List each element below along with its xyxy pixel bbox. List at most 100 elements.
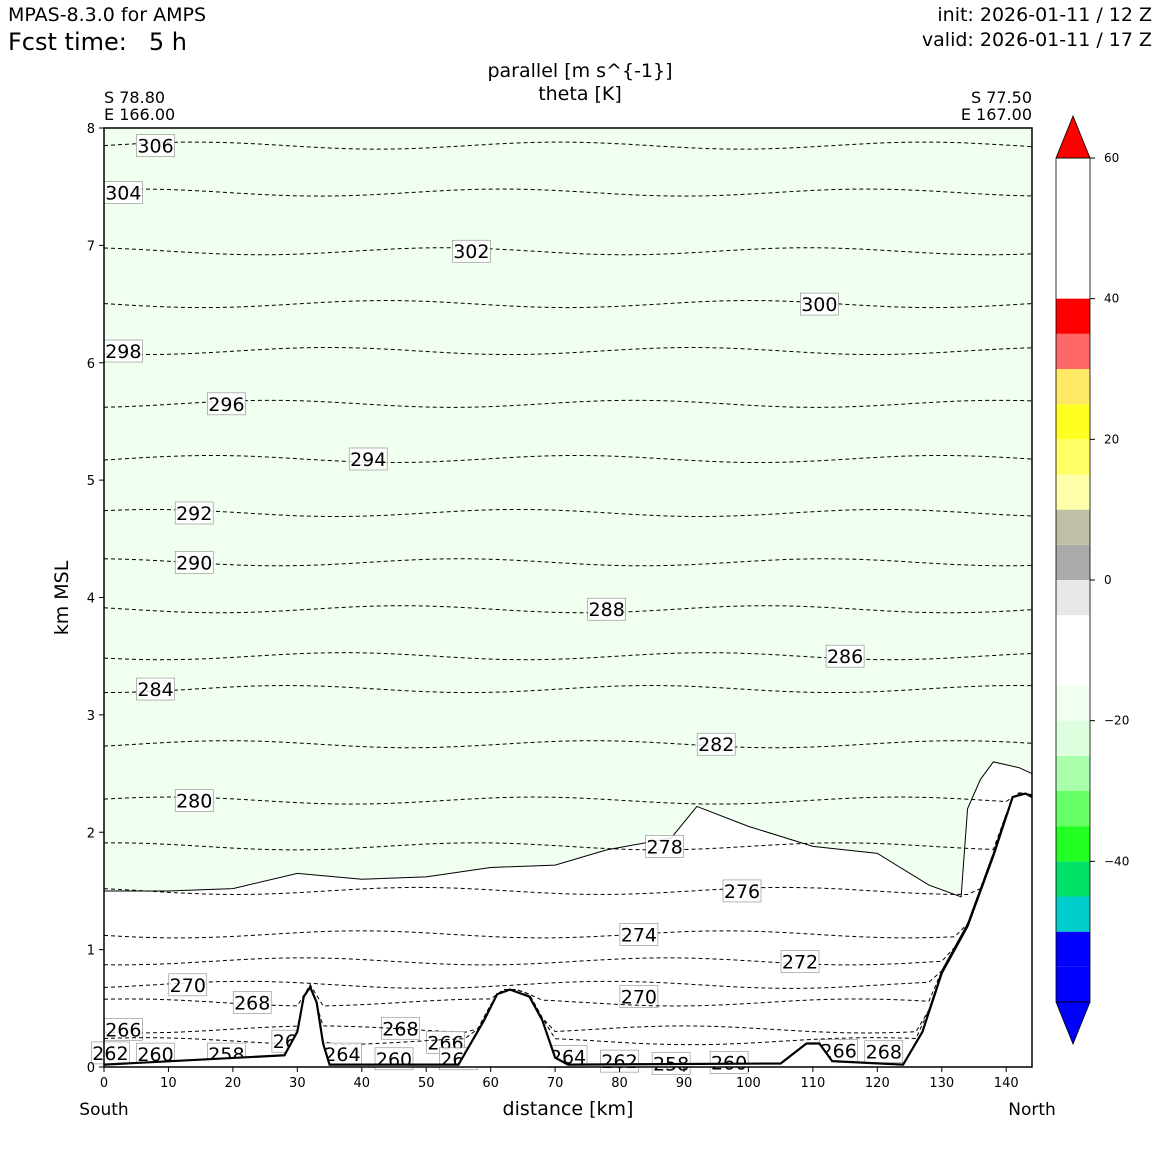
x-tick-label-3: 30 — [289, 1076, 306, 1091]
contour-label-18: 270 — [170, 975, 206, 997]
colorbar-tick-label-5: −40 — [1104, 854, 1129, 868]
contour-label-4: 298 — [105, 341, 141, 363]
contour-label-box-3 — [800, 292, 839, 316]
contour-label-29: 262 — [92, 1043, 128, 1065]
left-corner-lat: S 78.80 — [104, 88, 166, 107]
contour-label-box-15 — [722, 879, 762, 903]
left-corner-lon: E 166.00 — [104, 105, 176, 124]
y-tick-label-4: 4 — [87, 592, 95, 607]
contour-label-7: 292 — [176, 503, 212, 525]
contour-label-14: 278 — [647, 836, 683, 858]
theta-contour-294 — [103, 454, 1033, 464]
y-tick-label-0: 0 — [87, 1061, 95, 1076]
contour-label-box-14 — [645, 835, 684, 858]
contour-label-19: 270 — [621, 987, 657, 1009]
x-tick-label-9: 90 — [676, 1076, 693, 1091]
y-tick-label-7: 7 — [87, 239, 95, 254]
contour-label-2: 302 — [453, 241, 489, 263]
colorbar-segment-14 — [1056, 474, 1090, 510]
colorbar-segment-10 — [1056, 615, 1090, 651]
x-tick-label-0: 0 — [100, 1076, 108, 1091]
x-tick-label-4: 40 — [354, 1076, 371, 1091]
contour-label-27: 264 — [324, 1044, 360, 1066]
colorbar-segment-17 — [1056, 369, 1090, 405]
theta-contour-264 — [103, 792, 1033, 1046]
valid-time: valid: 2026-01-11 / 17 Z — [921, 29, 1152, 51]
contour-label-box-11 — [136, 677, 175, 701]
y-tick-label-3: 3 — [87, 709, 95, 724]
right-corner-lat: S 77.50 — [970, 88, 1032, 107]
forecast-time-value: 5 h — [148, 28, 187, 56]
colorbar-segment-0 — [1056, 966, 1090, 1002]
theta-contour-298 — [103, 347, 1033, 356]
theta-contour-272 — [103, 792, 1033, 966]
terrain-line — [103, 792, 1033, 1066]
contour-label-box-5 — [207, 392, 246, 416]
theta-contour-288 — [103, 605, 1033, 614]
x-axis-label: distance [km] — [502, 1098, 634, 1120]
contour-label-box-9 — [587, 597, 626, 621]
contour-label-12: 282 — [698, 734, 734, 756]
contour-label-box-6 — [348, 447, 388, 471]
theta-contour-270 — [103, 792, 1033, 989]
contour-label-20: 268 — [234, 992, 270, 1014]
theta-contour-306 — [103, 141, 1033, 150]
theta-contour-302 — [103, 247, 1033, 256]
contour-label-5: 296 — [208, 394, 244, 416]
theta-contour-282 — [103, 740, 1033, 749]
axis-ticks: 0 10 20 30 40 50 60 70 80 90 100 110 120 130 140 0 1 2 3 4 5… — [87, 122, 1019, 1091]
north-label: North — [1008, 1100, 1056, 1120]
y-tick-label-6: 6 — [87, 357, 95, 372]
colorbar-segment-11 — [1056, 580, 1090, 616]
contour-label-box-16 — [619, 923, 659, 946]
contour-label-box-10 — [825, 644, 865, 668]
terrain-fill — [104, 793, 1032, 1067]
colorbar-segment-16 — [1056, 404, 1090, 440]
terrain-layer — [103, 792, 1033, 1067]
contour-label-16: 274 — [621, 924, 657, 946]
colorbar-extend-low — [1055, 1001, 1091, 1046]
theta-contour-278 — [103, 792, 1033, 851]
theta-contour-284 — [103, 685, 1033, 694]
contour-label-3: 300 — [801, 294, 837, 316]
colorbar-segment-12 — [1056, 544, 1090, 580]
forecast-time: Fcst time: 5 h — [8, 28, 187, 56]
colorbar-segment-15 — [1056, 439, 1090, 475]
y-tick-label-1: 1 — [87, 944, 95, 959]
contour-label-17: 272 — [782, 951, 818, 973]
chart-title-line1: parallel [m s^{-1}] — [487, 60, 673, 82]
colorbar-extend-high — [1055, 114, 1091, 159]
colorbar-segment-3 — [1056, 861, 1090, 897]
colorbar-segment-5 — [1056, 791, 1090, 827]
x-tick-label-8: 80 — [611, 1076, 628, 1091]
chart-title-line2: theta [K] — [538, 83, 622, 105]
contour-label-1: 304 — [105, 183, 141, 205]
colorbar-segment-8 — [1056, 685, 1090, 721]
contour-label-22: 268 — [866, 1042, 902, 1064]
contour-label-box-18 — [168, 973, 208, 997]
x-tick-label-2: 20 — [225, 1076, 242, 1091]
south-label: South — [79, 1100, 129, 1120]
theta-contour-266 — [103, 792, 1033, 1034]
contour-label-box-17 — [780, 950, 820, 973]
colorbar-tick-label-3: 0 — [1104, 573, 1112, 587]
contour-label-box-19 — [619, 985, 659, 1008]
colorbar-segment-6 — [1056, 755, 1090, 791]
x-tick-label-12: 120 — [865, 1076, 890, 1091]
colorbar-segment-2 — [1056, 896, 1090, 932]
theta-contour-layer: 306 304 302 300 298 296 294 292 290 288 286 284 282 2… — [91, 134, 1033, 1075]
colorbar-segment-7 — [1056, 720, 1090, 756]
colorbar-segment-4 — [1056, 826, 1090, 862]
forecast-time-label: Fcst time: — [8, 28, 127, 56]
contour-label-box-20 — [232, 991, 272, 1014]
theta-contour-304 — [103, 188, 1033, 197]
x-tick-label-11: 110 — [800, 1076, 825, 1091]
contour-label-15: 276 — [724, 881, 760, 903]
y-tick-label-5: 5 — [87, 474, 95, 489]
fill-boundary-2 — [104, 761, 1033, 898]
colorbar-segment-19 — [1056, 298, 1090, 334]
colorbar: 60 40 20 0 −20 −40 — [1055, 114, 1129, 1046]
contour-label-box-13 — [174, 789, 214, 812]
colorbar-segment-1 — [1056, 931, 1090, 967]
